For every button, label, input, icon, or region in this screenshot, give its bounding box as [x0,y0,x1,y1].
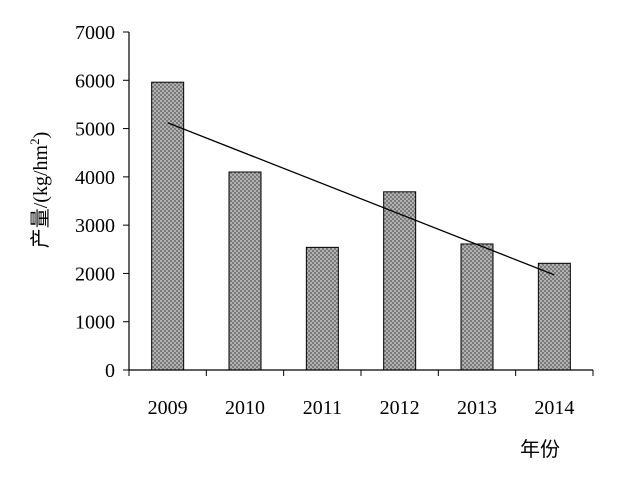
y-tick-label: 0 [105,360,115,382]
y-tick-label: 6000 [75,70,115,92]
y-tick-label: 4000 [75,167,115,189]
y-axis-label-close: ) [30,132,52,139]
x-tick-label: 2013 [457,397,497,419]
axes-group [123,31,594,376]
x-tick-label: 2009 [148,397,188,419]
bars-group [151,81,571,371]
y-tick-label: 1000 [75,312,115,334]
x-tick-label: 2012 [380,397,420,419]
y-axis-label-main: 产量/(kg/hm [29,144,52,248]
x-tick-label: 2010 [225,397,265,419]
bar-2010 [228,171,262,371]
y-tick-label: 7000 [75,22,115,44]
bar-2009 [151,81,185,371]
bar-2013 [460,243,494,371]
x-tick-label: 2011 [303,397,342,419]
trendline-group [167,122,555,276]
y-tick-label: 5000 [75,119,115,141]
y-axis-label-sup: 2 [27,138,42,145]
x-tick-labels: 2009 2010 2011 2012 2013 2014 [148,397,575,419]
x-tick-label: 2014 [534,397,574,419]
bar-2012 [383,191,417,371]
bar-2011 [305,246,339,371]
y-tick-labels: 0 1000 2000 3000 4000 5000 6000 7000 [75,22,115,382]
y-axis-label: 产量/(kg/hm2) [27,132,52,249]
bar-2014 [537,262,571,371]
trendline [167,122,555,276]
y-tick-label: 2000 [75,263,115,285]
x-axis-label: 年份 [520,438,560,461]
y-tick-label: 3000 [75,215,115,237]
